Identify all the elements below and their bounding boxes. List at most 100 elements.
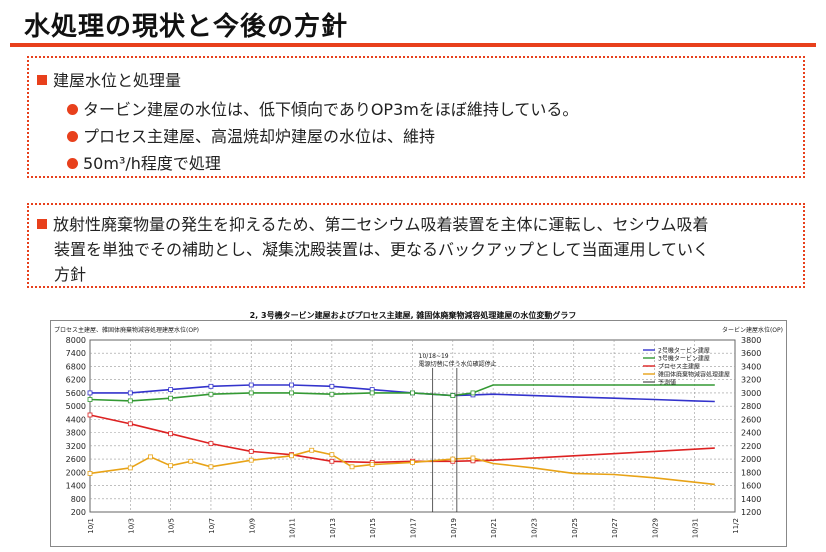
left-tick-label: 7400 bbox=[66, 349, 86, 358]
left-tick-label: 8000 bbox=[66, 336, 86, 345]
series-line-4 bbox=[89, 449, 715, 486]
bullet-text-2: プロセス主建屋、高温焼却炉建屋の水位は、維持 bbox=[83, 127, 436, 146]
right-tick-label: 1800 bbox=[741, 468, 761, 477]
left-tick-label: 6800 bbox=[66, 362, 86, 371]
series-marker-3 bbox=[127, 421, 133, 427]
x-tick-label: 10/19 bbox=[450, 518, 458, 538]
series-marker-4 bbox=[410, 459, 415, 465]
series-marker-4 bbox=[349, 464, 355, 470]
series-marker-4 bbox=[168, 463, 174, 469]
right-tick-label: 2800 bbox=[741, 402, 761, 411]
chart-title: 2, 3号機タービン建屋およびプロセス主建屋, 雑固体廃棄物減容処理建屋の水位変… bbox=[249, 311, 577, 320]
series-marker-3 bbox=[248, 448, 254, 454]
circle-bullet-icon bbox=[67, 158, 78, 169]
series-marker-2 bbox=[329, 391, 335, 397]
series-marker-2 bbox=[87, 397, 93, 402]
right-tick-label: 1400 bbox=[741, 495, 761, 504]
x-tick-label: 10/27 bbox=[611, 518, 619, 538]
series-marker-4 bbox=[248, 457, 254, 463]
right-tick-label: 3000 bbox=[741, 389, 761, 398]
series-marker-1 bbox=[127, 390, 133, 396]
box1-heading: 建屋水位と処理量 bbox=[53, 71, 182, 90]
policy-line-2: 装置を単独でその補助とし、凝集沈殿装置は、更なるバックアップとして当面運用してい… bbox=[54, 240, 710, 259]
left-tick-label: 5600 bbox=[66, 389, 86, 398]
series-marker-1 bbox=[208, 383, 214, 389]
series-marker-4 bbox=[289, 453, 294, 459]
series-marker-2 bbox=[289, 390, 294, 396]
left-tick-label: 4400 bbox=[66, 415, 86, 424]
legend-label: 予測値 bbox=[658, 379, 676, 387]
right-axis-label: タービン建屋水位(OP) bbox=[722, 326, 783, 334]
legend-label: 雑固体廃棄物減容処理建屋 bbox=[658, 371, 730, 379]
right-tick-label: 3200 bbox=[741, 376, 761, 385]
series-marker-3 bbox=[87, 412, 93, 418]
x-tick-label: 10/23 bbox=[530, 518, 538, 538]
x-tick-label: 10/11 bbox=[289, 518, 297, 538]
series-marker-4 bbox=[450, 456, 456, 462]
policy-box bbox=[27, 203, 805, 288]
right-tick-label: 2600 bbox=[741, 415, 761, 424]
bullet-text-3: 50m³/h程度で処理 bbox=[83, 154, 221, 173]
water-level-chart: 200 800 1400 2000 2600 3200 3800 4400 5000 5600 62… bbox=[50, 320, 787, 547]
x-tick-label: 10/25 bbox=[571, 518, 579, 538]
series-marker-2 bbox=[410, 390, 415, 396]
series-marker-2 bbox=[168, 395, 174, 401]
series-marker-4 bbox=[87, 471, 93, 476]
x-tick-label: 10/13 bbox=[329, 518, 337, 538]
right-tick-label: 3400 bbox=[741, 362, 761, 371]
left-tick-label: 2600 bbox=[66, 455, 86, 464]
right-tick-label: 2200 bbox=[741, 442, 761, 451]
policy-text-1: 放射性廃棄物量の発生を抑えるため、第二セシウム吸着装置を主体に運転し、セシウム吸… bbox=[53, 215, 709, 234]
left-tick-label: 200 bbox=[71, 508, 86, 517]
chart-frame bbox=[50, 320, 787, 547]
series-marker-1 bbox=[168, 387, 174, 393]
right-tick-label: 2000 bbox=[741, 455, 761, 464]
bullet-text-1: タービン建屋の水位は、低下傾向でありOP3mをほぼ維持している。 bbox=[83, 100, 579, 119]
series-marker-4 bbox=[127, 465, 133, 471]
square-bullet-icon bbox=[37, 75, 47, 85]
bullet-row-1: タービン建屋の水位は、低下傾向でありOP3mをほぼ維持している。 bbox=[67, 96, 578, 120]
series-marker-2 bbox=[470, 390, 476, 396]
left-tick-label: 6200 bbox=[66, 376, 86, 385]
right-tick-label: 1600 bbox=[741, 482, 761, 491]
left-tick-label: 2000 bbox=[66, 468, 86, 477]
circle-bullet-icon bbox=[67, 104, 78, 115]
series-marker-4 bbox=[329, 452, 335, 458]
series-marker-4 bbox=[470, 455, 476, 461]
series-marker-4 bbox=[188, 458, 194, 464]
series-marker-3 bbox=[208, 441, 214, 447]
circle-bullet-icon bbox=[67, 131, 78, 142]
x-tick-label: 10/1 bbox=[87, 518, 95, 534]
bullet-row-3: 50m³/h程度で処理 bbox=[67, 150, 221, 174]
left-tick-label: 3200 bbox=[66, 442, 86, 451]
x-tick-label: 10/31 bbox=[692, 518, 700, 538]
series-marker-4 bbox=[208, 464, 214, 470]
right-tick-label: 1200 bbox=[741, 508, 761, 517]
series-marker-4 bbox=[148, 454, 153, 460]
series-marker-2 bbox=[127, 398, 133, 404]
slide-title: 水処理の現状と今後の方針 bbox=[24, 12, 349, 42]
series-marker-1 bbox=[329, 383, 335, 389]
square-bullet-icon bbox=[37, 219, 47, 229]
x-tick-label: 11/2 bbox=[732, 518, 740, 534]
x-tick-label: 10/7 bbox=[208, 518, 216, 534]
left-tick-label: 1400 bbox=[66, 482, 86, 491]
series-marker-3 bbox=[168, 431, 174, 437]
x-tick-label: 10/17 bbox=[410, 518, 418, 538]
annotation-text: 電源切替に伴う水位確認停止 bbox=[419, 360, 497, 368]
legend-label: 2号機タービン建屋 bbox=[658, 347, 710, 355]
series-marker-2 bbox=[369, 390, 375, 396]
series-marker-2 bbox=[208, 391, 214, 397]
x-tick-label: 10/21 bbox=[490, 518, 498, 538]
x-tick-label: 10/15 bbox=[369, 518, 377, 538]
policy-line-3: 方針 bbox=[54, 265, 87, 284]
water-level-box bbox=[27, 56, 805, 178]
legend-label: 3号機タービン建屋 bbox=[658, 355, 710, 363]
series-marker-1 bbox=[87, 390, 93, 396]
x-tick-label: 10/9 bbox=[248, 518, 256, 534]
annotation-text: 10/18~19 bbox=[419, 353, 449, 360]
series-marker-2 bbox=[248, 390, 254, 396]
series-marker-4 bbox=[369, 462, 375, 467]
left-tick-label: 3800 bbox=[66, 429, 86, 438]
left-axis-label: プロセス主建屋、雑固体廃棄物減容処理建屋水位(OP) bbox=[54, 326, 199, 334]
